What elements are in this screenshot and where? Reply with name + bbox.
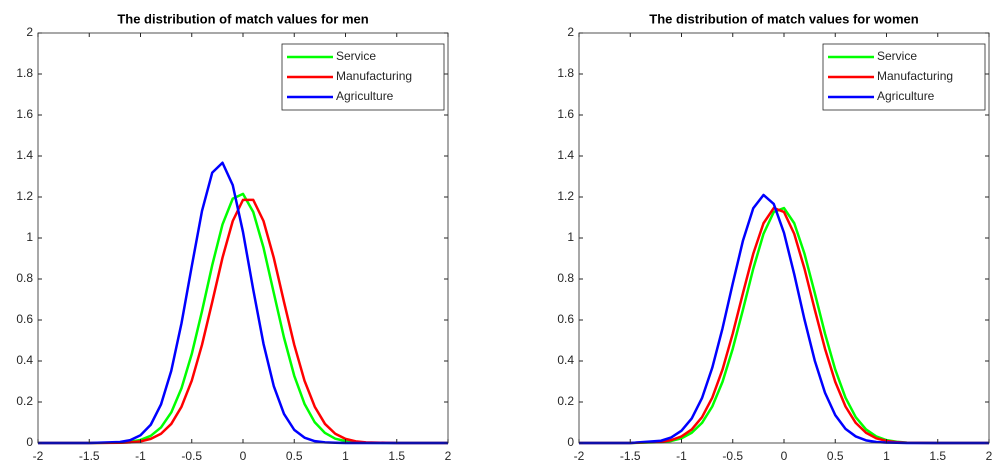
y-tick-label: 0.8 [16,271,33,285]
x-tick-label: 0.5 [827,449,844,463]
y-tick-label: 2 [26,25,33,39]
series-line [38,192,448,445]
x-tick-label: 2 [445,449,452,463]
y-tick-label: 1.8 [557,66,574,80]
y-tick-label: 1.4 [16,148,33,162]
legend-label: Agriculture [336,89,394,103]
y-tick-label: 1.8 [16,66,33,80]
x-tick-label: -2 [574,449,585,463]
x-tick-label: 2 [986,449,992,463]
y-tick-label: 1 [26,230,33,244]
x-tick-label: -1.5 [79,449,100,463]
legend-label: Service [336,49,376,63]
y-tick-label: 2 [567,25,574,39]
series-line [38,198,448,445]
y-tick-label: 0.2 [16,394,33,408]
series-line [38,161,448,445]
series-line [579,206,989,445]
y-tick-label: 1.6 [557,107,574,121]
chart-title: The distribution of match values for wom… [649,11,918,26]
x-tick-label: -0.5 [722,449,743,463]
legend-label: Service [877,49,917,63]
y-tick-label: 0.6 [16,312,33,326]
chart-title: The distribution of match values for men [117,11,368,26]
series-line [579,193,989,445]
series-line [579,206,989,445]
y-tick-label: 1 [567,230,574,244]
x-tick-label: 0 [781,449,788,463]
x-tick-label: 1 [883,449,890,463]
y-tick-label: 0.6 [557,312,574,326]
y-tick-label: 1.2 [16,189,33,203]
x-tick-label: -1 [676,449,687,463]
legend-label: Manufacturing [877,69,953,83]
y-tick-label: 0 [26,435,33,449]
x-tick-label: 1.5 [388,449,405,463]
y-tick-label: 0.4 [16,353,33,367]
y-tick-label: 1.2 [557,189,574,203]
y-tick-label: 1.4 [557,148,574,162]
x-tick-label: -1.5 [620,449,641,463]
y-tick-label: 0.4 [557,353,574,367]
x-tick-label: 1.5 [929,449,946,463]
x-tick-label: -1 [135,449,146,463]
y-tick-label: 0.2 [557,394,574,408]
x-tick-label: 0 [240,449,247,463]
x-tick-label: -2 [33,449,44,463]
y-tick-label: 1.6 [16,107,33,121]
x-tick-label: -0.5 [181,449,202,463]
y-tick-label: 0 [567,435,574,449]
y-tick-label: 0.8 [557,271,574,285]
x-tick-label: 1 [342,449,349,463]
legend-label: Manufacturing [336,69,412,83]
legend-label: Agriculture [877,89,935,103]
x-tick-label: 0.5 [286,449,303,463]
